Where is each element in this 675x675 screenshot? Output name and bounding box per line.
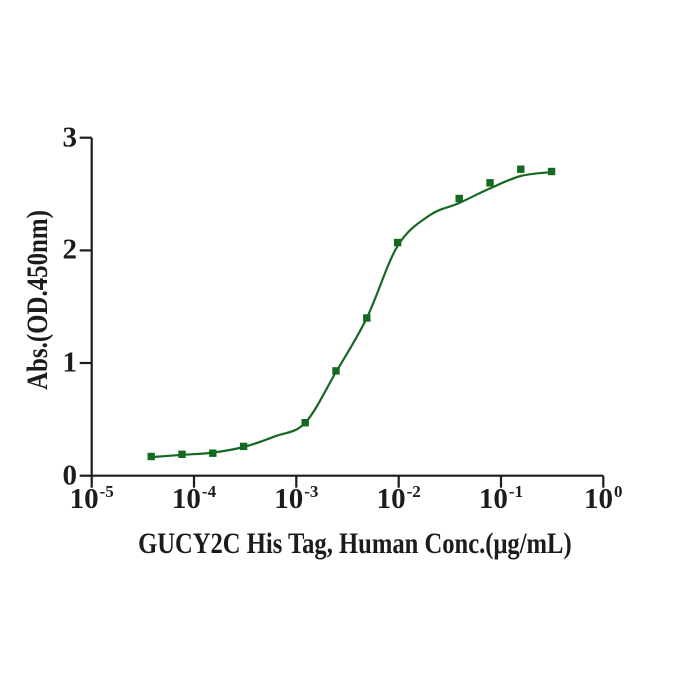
- x-tick-base: 10: [171, 483, 201, 515]
- x-tick-exponent: -5: [99, 482, 114, 501]
- data-point-marker: [209, 449, 217, 457]
- x-tick-exponent: -4: [201, 482, 217, 501]
- data-point-marker: [517, 165, 525, 173]
- x-tick-base: 10: [478, 483, 508, 515]
- x-tick-label: 10-3: [274, 482, 319, 517]
- y-tick-label: 2: [62, 233, 78, 266]
- data-point-marker: [455, 194, 463, 203]
- data-point-marker: [393, 238, 402, 247]
- data-point-marker: [239, 442, 248, 451]
- data-point-marker: [486, 179, 494, 187]
- data-point-marker: [363, 314, 371, 322]
- x-axis-title: GUCY2C His Tag, Human Conc.(μg/mL): [138, 527, 572, 560]
- data-point-marker: [178, 450, 186, 458]
- data-point-marker: [332, 367, 340, 375]
- axis-frame: [90, 137, 604, 477]
- data-point-marker: [301, 419, 309, 427]
- x-tick-label: 10-4: [171, 482, 217, 517]
- y-tick-label: 3: [62, 121, 78, 154]
- x-tick-base: 10: [69, 483, 99, 515]
- x-tick-label: 10-5: [69, 482, 114, 517]
- data-point-marker: [547, 167, 556, 176]
- x-tick-label: 10-1: [478, 482, 524, 517]
- data-point-marker: [147, 452, 155, 461]
- x-tick-exponent: -3: [304, 482, 319, 501]
- x-tick-exponent: 0: [614, 482, 623, 501]
- y-axis-title: Abs.(OD.450nm): [21, 210, 54, 390]
- y-tick-label: 0: [62, 459, 78, 492]
- fit-curve: [151, 171, 552, 459]
- x-tick-base: 10: [376, 483, 406, 515]
- x-tick-label: 100: [584, 482, 623, 517]
- x-tick-label: 10-2: [376, 482, 421, 517]
- x-tick-base: 10: [584, 483, 614, 515]
- y-tick-label: 1: [62, 346, 78, 379]
- x-tick-exponent: -2: [406, 482, 421, 501]
- x-tick-exponent: -1: [508, 482, 524, 501]
- x-tick-base: 10: [274, 483, 304, 515]
